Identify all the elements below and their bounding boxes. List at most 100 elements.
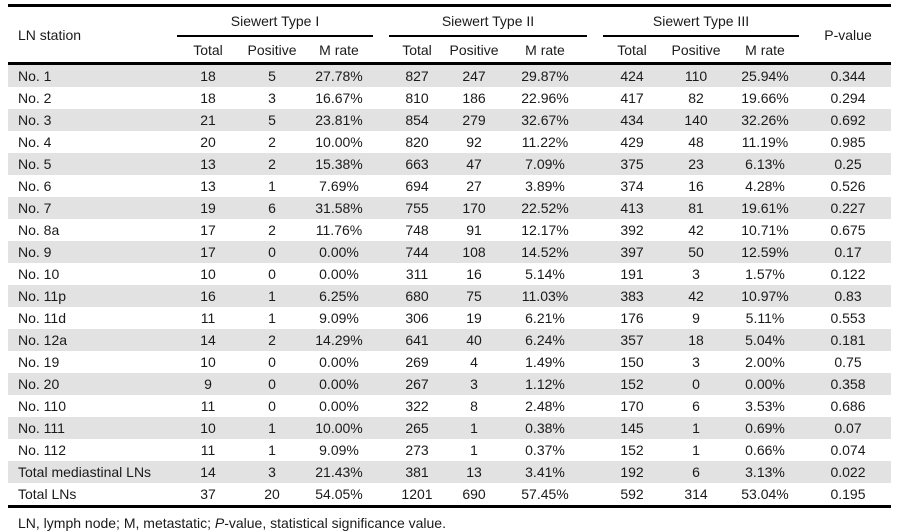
value-cell: 417 xyxy=(620,90,644,106)
table-row: No. 20 9 0 0.00% 267 3 1.12% 152 0 0.00% 0.358 xyxy=(8,373,891,395)
row-spacer xyxy=(373,439,389,461)
column-group-siewert-type-2: Siewert Type II xyxy=(389,5,587,37)
row-spacer xyxy=(373,395,389,417)
value-cell: 18 xyxy=(200,68,216,84)
pvalue-cell: 0.75 xyxy=(834,354,862,370)
value-cell: 6.13% xyxy=(745,156,785,172)
value-cell: 16 xyxy=(688,178,704,194)
value-cell: 14.29% xyxy=(315,332,363,348)
value-cell: 4.28% xyxy=(745,178,785,194)
row-spacer xyxy=(587,373,603,395)
value-cell: 40 xyxy=(466,332,482,348)
value-cell: 6.24% xyxy=(525,332,565,348)
value-cell: 11.76% xyxy=(315,222,363,238)
value-cell: 1 xyxy=(268,442,276,458)
table-row: No. 110 11 0 0.00% 322 8 2.48% 170 6 3.53% 0.686 xyxy=(8,395,891,417)
value-cell: 357 xyxy=(620,332,644,348)
station-cell: No. 1 xyxy=(18,68,52,84)
value-cell: 0.00% xyxy=(319,376,359,392)
value-cell: 397 xyxy=(620,244,644,260)
value-cell: 19.61% xyxy=(741,200,789,216)
value-cell: 413 xyxy=(620,200,644,216)
value-cell: 48 xyxy=(688,134,704,150)
value-cell: 10.00% xyxy=(315,420,363,436)
ln-metastasis-table: LN station Siewert Type I Siewert Type I… xyxy=(8,4,891,508)
table-row: No. 5 13 2 15.38% 663 47 7.09% 375 23 6.13% 0.25 xyxy=(8,153,891,175)
value-cell: 3 xyxy=(268,90,276,106)
row-spacer xyxy=(587,87,603,109)
value-cell: 3.53% xyxy=(745,398,785,414)
value-cell: 13 xyxy=(200,156,216,172)
value-cell: 14 xyxy=(200,464,216,480)
value-cell: 5 xyxy=(268,112,276,128)
value-cell: 12.59% xyxy=(741,244,789,260)
row-spacer xyxy=(373,219,389,241)
value-cell: 0.37% xyxy=(525,442,565,458)
table-row: No. 7 19 6 31.58% 755 170 22.52% 413 81 19.61% 0.2… xyxy=(8,197,891,219)
value-cell: 152 xyxy=(620,442,644,458)
column-header-ln-station: LN station xyxy=(8,5,177,65)
row-spacer xyxy=(373,351,389,373)
pvalue-cell: 0.022 xyxy=(830,464,866,480)
value-cell: 27 xyxy=(466,178,482,194)
value-cell: 0.00% xyxy=(319,244,359,260)
column-group-siewert-type-1: Siewert Type I xyxy=(177,5,373,37)
value-cell: 10 xyxy=(200,420,216,436)
value-cell: 680 xyxy=(405,288,429,304)
value-cell: 6 xyxy=(692,398,700,414)
row-spacer xyxy=(587,439,603,461)
sub-header-row: Total Positive M rate Total Positive M r… xyxy=(8,36,891,65)
value-cell: 392 xyxy=(620,222,644,238)
value-cell: 16 xyxy=(200,288,216,304)
table-header: LN station Siewert Type I Siewert Type I… xyxy=(8,5,891,65)
value-cell: 827 xyxy=(405,68,429,84)
value-cell: 11.22% xyxy=(521,134,569,150)
row-spacer xyxy=(587,197,603,219)
value-cell: 744 xyxy=(405,244,429,260)
row-spacer xyxy=(799,483,805,508)
row-spacer xyxy=(587,461,603,483)
row-spacer xyxy=(373,241,389,263)
value-cell: 192 xyxy=(620,464,644,480)
value-cell: 23.81% xyxy=(315,112,363,128)
column-header-positive: Positive xyxy=(661,36,731,65)
value-cell: 11 xyxy=(200,442,216,458)
value-cell: 383 xyxy=(620,288,644,304)
value-cell: 694 xyxy=(405,178,429,194)
value-cell: 0.00% xyxy=(319,398,359,414)
table-row: No. 19 10 0 0.00% 269 4 1.49% 150 3 2.00% 0.75 xyxy=(8,351,891,373)
value-cell: 3.13% xyxy=(745,464,785,480)
value-cell: 3 xyxy=(268,464,276,480)
value-cell: 322 xyxy=(405,398,429,414)
value-cell: 91 xyxy=(466,222,482,238)
pvalue-cell: 0.358 xyxy=(830,376,866,392)
value-cell: 19 xyxy=(466,310,482,326)
value-cell: 0 xyxy=(268,376,276,392)
value-cell: 9 xyxy=(204,376,212,392)
value-cell: 314 xyxy=(661,483,731,508)
row-spacer xyxy=(373,263,389,285)
value-cell: 82 xyxy=(688,90,704,106)
value-cell: 10.97% xyxy=(741,288,789,304)
value-cell: 0.69% xyxy=(745,420,785,436)
table-body: No. 1 18 5 27.78% 827 247 29.87% 424 110 25.94% 0.… xyxy=(8,63,891,508)
table-row: Total LNs 37 20 54.05% 1201 690 57.45% 592 314 53… xyxy=(8,483,891,508)
value-cell: 140 xyxy=(684,112,708,128)
station-cell: Total mediastinal LNs xyxy=(18,464,152,480)
column-header-mrate: M rate xyxy=(731,36,799,65)
row-spacer xyxy=(373,461,389,483)
pvalue-cell: 0.25 xyxy=(834,156,862,172)
value-cell: 50 xyxy=(688,244,704,260)
station-cell: No. 20 xyxy=(18,376,60,392)
row-spacer xyxy=(373,109,389,131)
header-spacer xyxy=(587,6,603,37)
value-cell: 381 xyxy=(405,464,429,480)
table-row: No. 12a 14 2 14.29% 641 40 6.24% 357 18 5.04% 0.18… xyxy=(8,329,891,351)
row-spacer xyxy=(587,351,603,373)
row-spacer xyxy=(373,87,389,109)
pvalue-cell: 0.227 xyxy=(830,200,866,216)
group-header-row: LN station Siewert Type I Siewert Type I… xyxy=(8,5,891,65)
row-spacer xyxy=(587,307,603,329)
row-spacer xyxy=(587,153,603,175)
value-cell: 810 xyxy=(405,90,429,106)
